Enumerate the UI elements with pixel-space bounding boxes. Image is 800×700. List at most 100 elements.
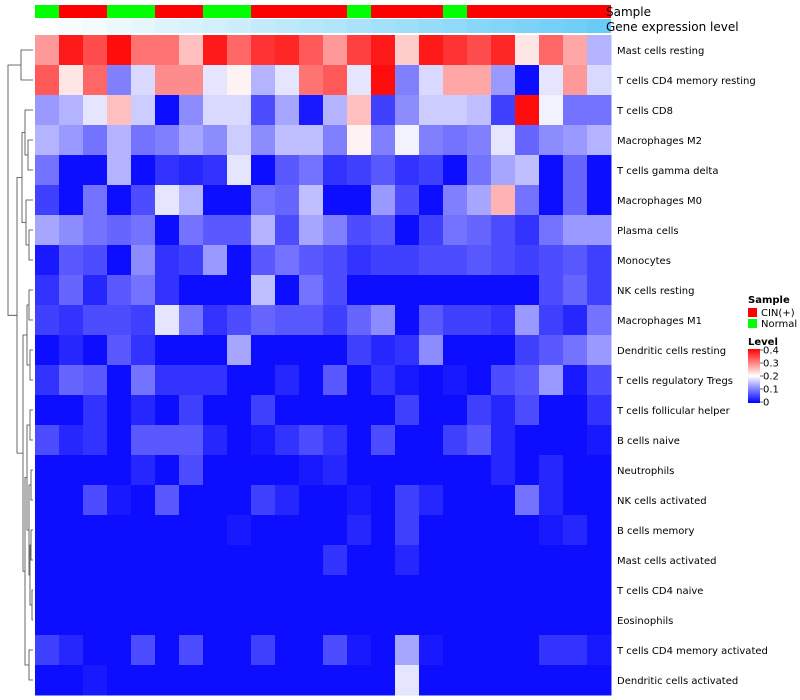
- sample-annotation-cell: [347, 5, 371, 18]
- heatmap-cell: [443, 245, 468, 276]
- dendrogram-branch: [7, 64, 21, 316]
- heatmap-cell: [395, 185, 420, 216]
- heatmap-cell: [539, 515, 564, 546]
- heatmap-cell: [275, 125, 300, 156]
- heatmap-cell: [83, 425, 108, 456]
- dendrogram-branch: [20, 49, 33, 81]
- heatmap-cell: [539, 275, 564, 306]
- row-label: NK cells resting: [617, 286, 694, 297]
- heatmap-cell: [35, 545, 60, 576]
- heatmap-cell: [299, 545, 324, 576]
- heatmap-cell: [395, 665, 420, 696]
- heatmap-cell: [443, 365, 468, 396]
- heatmap-cell: [443, 455, 468, 486]
- heatmap-cell: [179, 155, 204, 186]
- heatmap-cell: [59, 155, 84, 186]
- heatmap-cell: [563, 305, 588, 336]
- heatmap-cell: [371, 155, 396, 186]
- heatmap-cell: [203, 95, 228, 126]
- heatmap-cell: [323, 485, 348, 516]
- heatmap-cell: [491, 515, 516, 546]
- heatmap-cell: [251, 305, 276, 336]
- heatmap-cell: [563, 395, 588, 426]
- heatmap-cell: [491, 575, 516, 606]
- heatmap-cell: [251, 155, 276, 186]
- gene-expression-annotation-cell: [467, 19, 491, 33]
- heatmap-cell: [83, 665, 108, 696]
- heatmap-cell: [251, 95, 276, 126]
- heatmap-cell: [539, 395, 564, 426]
- sample-annotation-cell: [587, 5, 611, 18]
- heatmap-cell: [395, 125, 420, 156]
- heatmap-cell: [227, 425, 252, 456]
- heatmap-cell: [395, 215, 420, 246]
- row-label: Neutrophils: [617, 466, 674, 477]
- heatmap-cell: [227, 155, 252, 186]
- heatmap-cell: [443, 305, 468, 336]
- heatmap-cell: [467, 515, 492, 546]
- heatmap-cell: [107, 125, 132, 156]
- heatmap-cell: [323, 125, 348, 156]
- heatmap-cell: [59, 605, 84, 636]
- heatmap-cell: [107, 245, 132, 276]
- heatmap-cell: [347, 215, 372, 246]
- heatmap-cell: [203, 305, 228, 336]
- sample-annotation-cell: [491, 5, 515, 18]
- heatmap-cell: [131, 395, 156, 426]
- heatmap-cell: [515, 245, 540, 276]
- row-label: Dendritic cells activated: [617, 676, 738, 687]
- heatmap-cell: [155, 665, 180, 696]
- heatmap-cell: [347, 365, 372, 396]
- row-label: NK cells activated: [617, 496, 707, 507]
- heatmap-cell: [395, 425, 420, 456]
- legend-tick-label: 0.3: [763, 359, 779, 370]
- heatmap-cell: [347, 455, 372, 486]
- heatmap-cell: [107, 215, 132, 246]
- heatmap-cell: [299, 155, 324, 186]
- heatmap-cell: [443, 665, 468, 696]
- heatmap-cell: [515, 665, 540, 696]
- heatmap-cell: [299, 605, 324, 636]
- heatmap-cell: [371, 455, 396, 486]
- heatmap-cell: [371, 215, 396, 246]
- heatmap-cell: [155, 545, 180, 576]
- heatmap-cell: [227, 65, 252, 96]
- heatmap-cell: [395, 155, 420, 186]
- legend-swatch-cin: [748, 308, 757, 317]
- heatmap-cell: [227, 125, 252, 156]
- heatmap-cell: [323, 515, 348, 546]
- heatmap-cell: [35, 95, 60, 126]
- legend-sample-title: Sample: [748, 295, 790, 306]
- heatmap-cell: [203, 185, 228, 216]
- heatmap-cell: [83, 575, 108, 606]
- heatmap-cell: [467, 65, 492, 96]
- gene-expression-annotation-cell: [83, 19, 107, 33]
- heatmap-cell: [395, 605, 420, 636]
- heatmap-cell: [59, 365, 84, 396]
- heatmap-cell: [371, 35, 396, 66]
- heatmap-cell: [515, 185, 540, 216]
- heatmap-cell: [299, 665, 324, 696]
- heatmap-cell: [83, 125, 108, 156]
- heatmap-cell: [515, 545, 540, 576]
- heatmap-cell: [299, 305, 324, 336]
- dendrogram-branch: [26, 304, 30, 366]
- heatmap-cell: [443, 395, 468, 426]
- heatmap-cell: [131, 245, 156, 276]
- heatmap-cell: [395, 35, 420, 66]
- heatmap-cell: [275, 425, 300, 456]
- heatmap-cell: [299, 395, 324, 426]
- heatmap-cell: [203, 395, 228, 426]
- row-label: T cells CD4 memory resting: [616, 76, 756, 87]
- heatmap-cell: [275, 275, 300, 306]
- heatmap-cell: [467, 605, 492, 636]
- heatmap-cell: [155, 455, 180, 486]
- heatmap-cell: [107, 575, 132, 606]
- heatmap-cell: [251, 635, 276, 666]
- heatmap-cell: [203, 515, 228, 546]
- heatmap-cell: [419, 455, 444, 486]
- row-label: B cells naive: [617, 436, 680, 447]
- heatmap-cell: [275, 215, 300, 246]
- heatmap-cell: [347, 395, 372, 426]
